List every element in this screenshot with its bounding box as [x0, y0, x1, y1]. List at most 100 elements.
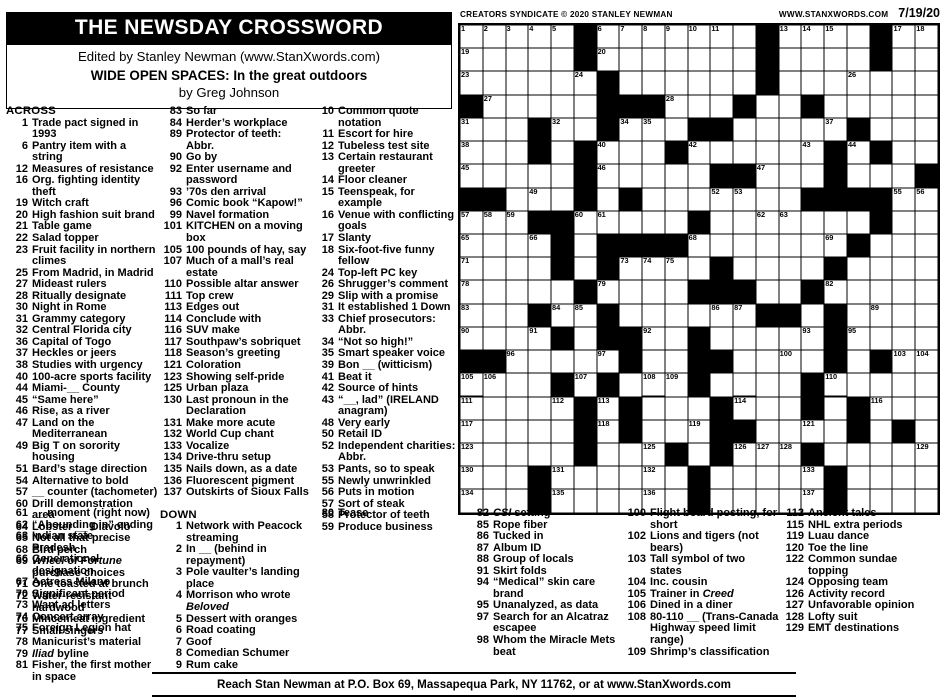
grid-cell[interactable]	[687, 396, 711, 420]
grid-cell[interactable]	[482, 141, 506, 165]
grid-cell[interactable]	[528, 94, 552, 118]
grid-cell[interactable]: 13	[778, 24, 802, 49]
grid-cell[interactable]	[892, 48, 916, 72]
grid-cell[interactable]	[801, 48, 825, 72]
grid-cell[interactable]	[869, 71, 893, 95]
grid-cell[interactable]	[778, 141, 802, 165]
grid-cell[interactable]	[482, 419, 506, 443]
grid-cell[interactable]	[687, 303, 711, 327]
grid-cell[interactable]	[778, 373, 802, 397]
grid-cell[interactable]	[801, 350, 825, 374]
grid-cell[interactable]	[915, 489, 938, 513]
grid-cell[interactable]	[551, 350, 574, 374]
grid-cell[interactable]: 87	[733, 303, 756, 327]
grid-cell[interactable]	[505, 373, 529, 397]
grid-cell[interactable]	[869, 117, 893, 142]
grid-cell[interactable]: 40	[596, 140, 620, 165]
grid-cell[interactable]	[573, 350, 597, 374]
grid-cell[interactable]	[915, 466, 938, 490]
grid-cell[interactable]	[528, 164, 552, 188]
grid-cell[interactable]: 109	[664, 373, 688, 397]
grid-cell[interactable]	[551, 164, 574, 188]
grid-cell[interactable]	[801, 164, 825, 188]
grid-cell[interactable]	[710, 373, 734, 397]
grid-cell[interactable]	[505, 466, 529, 490]
grid-cell[interactable]	[915, 303, 938, 327]
grid-cell[interactable]	[755, 257, 779, 281]
grid-cell[interactable]	[664, 303, 688, 327]
grid-cell[interactable]	[915, 71, 938, 95]
grid-cell[interactable]	[892, 233, 916, 258]
grid-cell[interactable]	[642, 350, 665, 374]
grid-cell[interactable]: 56	[915, 187, 938, 211]
grid-cell[interactable]	[573, 326, 597, 351]
grid-cell[interactable]: 84	[551, 303, 574, 327]
grid-cell[interactable]	[551, 48, 574, 72]
grid-cell[interactable]	[505, 71, 529, 95]
grid-cell[interactable]: 92	[642, 326, 665, 351]
grid-cell[interactable]	[664, 187, 688, 211]
grid-cell[interactable]	[915, 210, 938, 234]
grid-cell[interactable]	[915, 117, 938, 142]
grid-cell[interactable]	[846, 350, 870, 374]
grid-cell[interactable]	[482, 280, 506, 304]
grid-cell[interactable]	[846, 466, 870, 490]
grid-cell[interactable]: 52	[710, 187, 734, 211]
grid-cell[interactable]	[505, 141, 529, 165]
grid-cell[interactable]	[482, 71, 506, 95]
grid-cell[interactable]	[710, 94, 734, 118]
grid-cell[interactable]: 103	[892, 349, 916, 374]
grid-cell[interactable]: 105	[460, 373, 483, 397]
grid-cell[interactable]	[687, 94, 711, 118]
grid-cell[interactable]	[824, 94, 847, 118]
grid-cell[interactable]	[619, 442, 643, 467]
grid-cell[interactable]	[482, 396, 506, 420]
grid-cell[interactable]	[619, 210, 643, 234]
grid-cell[interactable]	[619, 164, 643, 188]
grid-cell[interactable]	[642, 164, 665, 188]
grid-cell[interactable]	[869, 280, 893, 304]
grid-cell[interactable]	[846, 489, 870, 513]
grid-cell[interactable]: 96	[505, 349, 529, 374]
grid-cell[interactable]: 9	[664, 24, 688, 49]
grid-cell[interactable]	[642, 187, 665, 211]
grid-cell[interactable]: 97	[596, 349, 620, 374]
grid-cell[interactable]	[710, 141, 734, 165]
grid-cell[interactable]	[755, 280, 779, 304]
crossword-grid[interactable]: 1 2 3 4 5 6 7 8 9 10 11 13 14 15 17 18 19 20 23 24 26 27 28 31 3…	[458, 23, 940, 515]
grid-cell[interactable]	[778, 257, 802, 281]
grid-cell[interactable]	[528, 373, 552, 397]
grid-cell[interactable]	[869, 489, 893, 513]
grid-cell[interactable]	[733, 71, 756, 95]
grid-cell[interactable]: 49	[528, 187, 552, 211]
grid-cell[interactable]	[528, 419, 552, 443]
grid-cell[interactable]	[642, 396, 665, 420]
grid-cell[interactable]	[846, 25, 870, 49]
grid-cell[interactable]: 15	[824, 24, 847, 49]
grid-cell[interactable]	[482, 466, 506, 490]
grid-cell[interactable]	[755, 94, 779, 118]
grid-cell[interactable]: 91	[528, 326, 552, 351]
grid-cell[interactable]: 28	[664, 94, 688, 118]
grid-cell[interactable]	[505, 396, 529, 420]
grid-cell[interactable]	[619, 373, 643, 397]
grid-cell[interactable]	[733, 233, 756, 258]
grid-cell[interactable]: 79	[596, 280, 620, 304]
grid-cell[interactable]	[892, 257, 916, 281]
grid-cell[interactable]	[755, 373, 779, 397]
grid-cell[interactable]: 42	[687, 140, 711, 165]
grid-cell[interactable]	[778, 466, 802, 490]
grid-cell[interactable]	[892, 303, 916, 327]
grid-cell[interactable]	[755, 187, 779, 211]
grid-cell[interactable]: 69	[824, 233, 847, 258]
grid-cell[interactable]	[846, 280, 870, 304]
grid-cell[interactable]: 75	[664, 257, 688, 281]
grid-cell[interactable]: 130	[460, 466, 483, 490]
grid-cell[interactable]	[915, 396, 938, 420]
grid-cell[interactable]	[892, 489, 916, 513]
grid-cell[interactable]: 117	[460, 419, 483, 443]
grid-cell[interactable]: 24	[573, 71, 597, 95]
grid-cell[interactable]	[801, 257, 825, 281]
grid-cell[interactable]	[733, 350, 756, 374]
grid-cell[interactable]: 3	[505, 24, 529, 49]
